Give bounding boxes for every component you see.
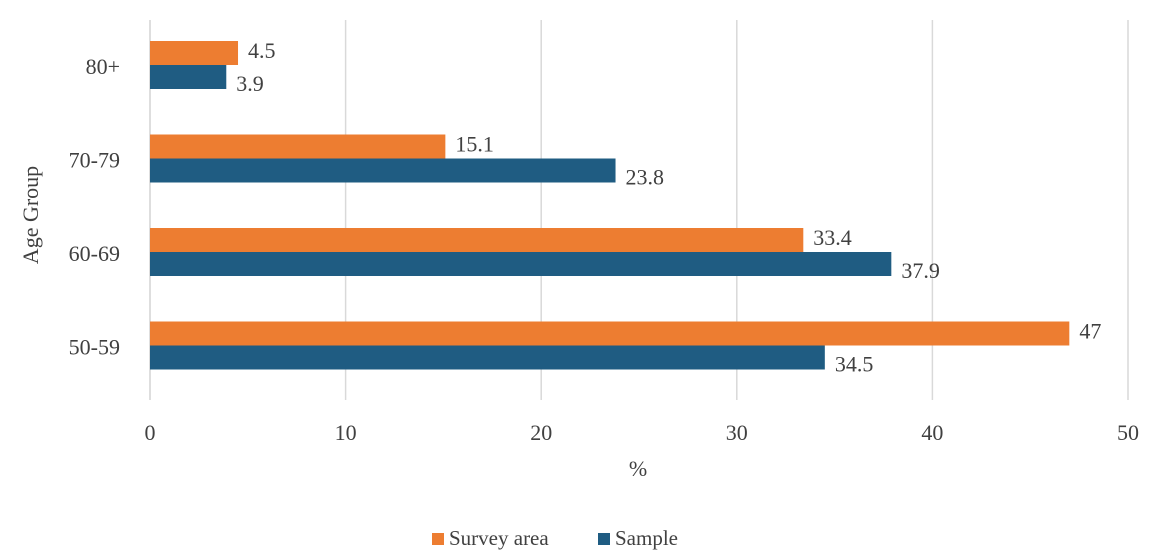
bar-survey-area (150, 41, 239, 65)
data-label: 34.5 (835, 352, 874, 377)
y-tick-label: 80+ (86, 54, 120, 79)
x-tick-label: 30 (726, 420, 748, 445)
bar-survey-area (150, 228, 804, 252)
data-label: 33.4 (813, 225, 852, 250)
x-axis-ticks: 0 10 20 30 40 50 (145, 420, 1140, 445)
data-label: 15.1 (455, 132, 494, 157)
data-label: 4.5 (248, 38, 276, 63)
x-tick-label: 20 (530, 420, 552, 445)
bar-sample (150, 345, 825, 370)
y-tick-label: 70-79 (69, 147, 120, 172)
x-tick-label: 50 (1117, 420, 1139, 445)
legend-label: Survey area (449, 526, 549, 550)
legend: Survey area Sample (432, 526, 678, 550)
legend-swatch (432, 533, 444, 545)
bar-survey-area (150, 134, 446, 159)
bar-sample (150, 252, 892, 276)
legend-swatch (598, 533, 610, 545)
data-label: 3.9 (236, 71, 264, 96)
data-labels: 4.5 3.9 15.1 23.8 33.4 37.9 47 34.5 (236, 38, 1101, 377)
bar-sample (150, 158, 616, 183)
legend-label: Sample (615, 526, 678, 550)
y-tick-label: 60-69 (69, 241, 120, 266)
data-label: 23.8 (626, 165, 665, 190)
data-label: 47 (1079, 319, 1101, 344)
data-label: 37.9 (901, 258, 940, 283)
y-tick-label: 50-59 (69, 334, 120, 359)
bar-survey-area (150, 321, 1070, 346)
x-tick-label: 0 (145, 420, 156, 445)
x-tick-label: 10 (335, 420, 357, 445)
bar-sample (150, 65, 227, 89)
bars (150, 41, 1070, 370)
x-axis-title: % (629, 456, 647, 481)
x-tick-label: 40 (921, 420, 943, 445)
y-axis-ticks: 80+ 70-79 60-69 50-59 (69, 54, 120, 360)
y-axis-title: Age Group (18, 166, 43, 264)
